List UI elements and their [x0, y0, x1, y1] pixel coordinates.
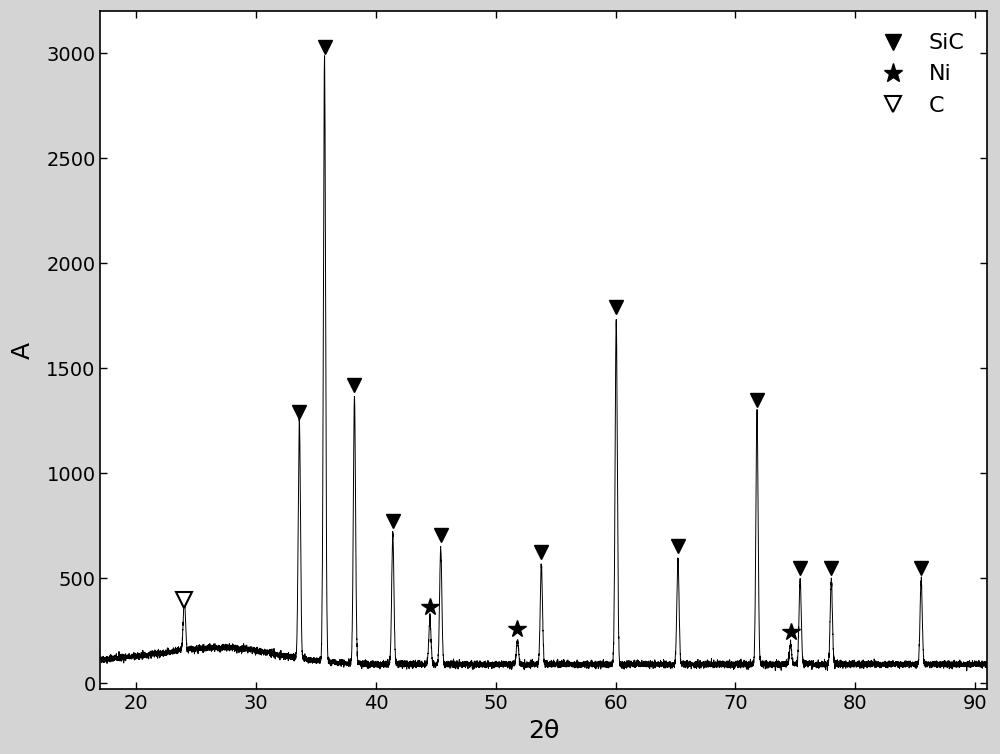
Y-axis label: A: A: [11, 342, 35, 359]
X-axis label: 2θ: 2θ: [528, 719, 559, 743]
Legend: SiC, Ni, C: SiC, Ni, C: [860, 22, 976, 127]
